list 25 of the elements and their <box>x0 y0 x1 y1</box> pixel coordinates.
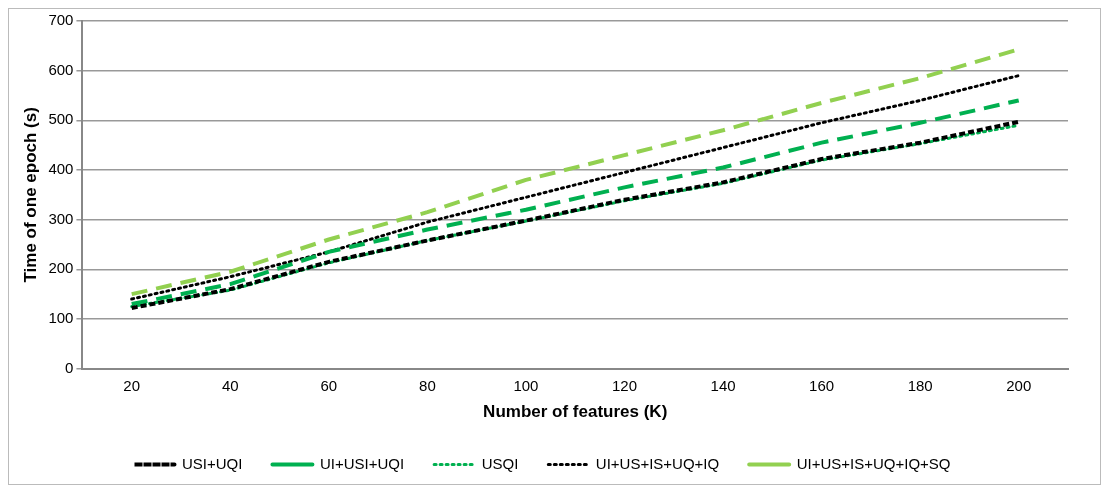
x-tick-label: 200 <box>1006 376 1032 394</box>
legend-label: UI+USI+UQI <box>319 454 405 472</box>
y-tick-label: 700 <box>48 11 74 29</box>
x-tick-label: 100 <box>513 376 539 394</box>
x-tick-label: 60 <box>320 376 338 394</box>
legend-label: UI+US+IS+UQ+IQ+SQ <box>796 454 951 472</box>
legend-label: USI+UQI <box>182 454 243 472</box>
legend-label: USQI <box>481 454 519 472</box>
y-tick-label: 500 <box>48 110 74 128</box>
y-tick-label: 0 <box>65 358 74 376</box>
y-axis-title: Time of one epoch (s) <box>20 107 40 283</box>
y-tick-label: 200 <box>48 259 74 277</box>
x-tick-label: 40 <box>221 376 239 394</box>
y-tick-label: 300 <box>48 209 74 227</box>
x-tick-label: 120 <box>611 376 638 394</box>
y-tick-label: 400 <box>48 160 74 178</box>
x-axis-title: Number of features (K) <box>483 402 668 422</box>
x-tick-label: 80 <box>419 376 436 394</box>
x-tick-label: 180 <box>907 376 933 394</box>
legend-label: UI+US+IS+UQ+IQ <box>595 454 720 472</box>
y-tick-label: 600 <box>48 60 74 78</box>
x-tick-label: 160 <box>809 376 835 394</box>
x-tick-label: 140 <box>710 376 736 394</box>
y-tick-label: 100 <box>48 309 74 327</box>
x-tick-label: 20 <box>123 376 141 394</box>
